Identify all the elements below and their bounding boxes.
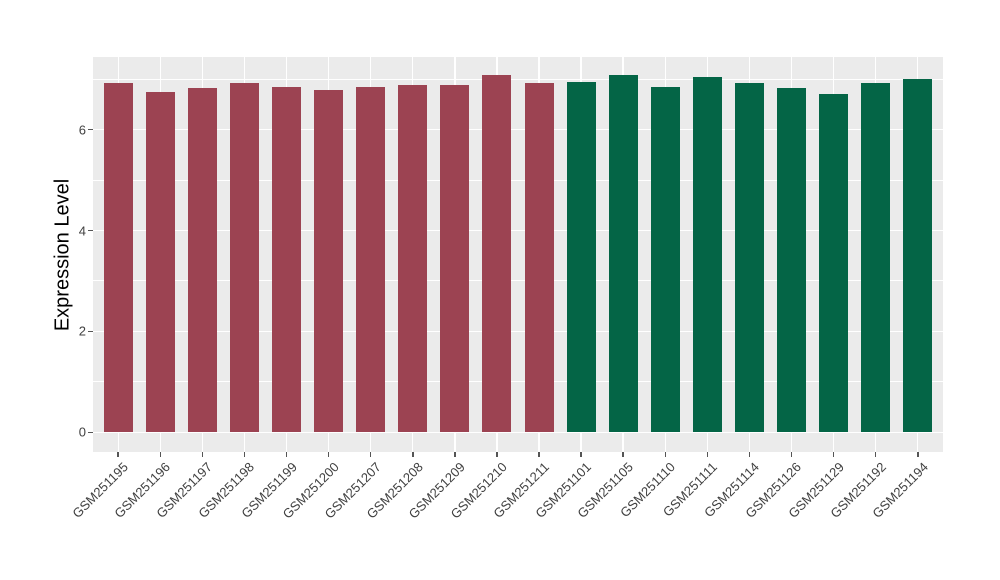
y-major-gridline (93, 431, 943, 434)
x-tick-mark (285, 452, 288, 457)
plot-panel (93, 57, 943, 452)
bar-GSM251195 (103, 82, 133, 433)
y-tick-mark (88, 229, 93, 232)
x-tick-mark (412, 452, 414, 457)
bar-GSM251208 (398, 84, 428, 433)
x-tick-mark (369, 452, 372, 457)
bar-GSM251111 (692, 77, 722, 433)
bar-GSM251209 (440, 84, 470, 433)
x-tick-mark (454, 452, 456, 457)
y-minor-gridline (93, 381, 943, 383)
x-tick-mark (243, 452, 246, 457)
y-minor-gridline (93, 179, 943, 181)
y-tick-mark (88, 128, 93, 131)
x-tick-mark (496, 452, 498, 457)
y-tick-mark (88, 330, 93, 333)
x-tick-mark (748, 452, 751, 457)
bar-GSM251101 (566, 81, 596, 433)
y-minor-gridline (93, 78, 943, 80)
x-tick-mark (159, 452, 162, 457)
y-major-gridline (93, 330, 943, 333)
bar-GSM251194 (903, 79, 933, 433)
bar-GSM251211 (524, 83, 554, 433)
x-tick-mark (327, 452, 330, 457)
bar-GSM251192 (861, 83, 891, 433)
x-tick-mark (917, 452, 919, 457)
x-tick-mark (201, 452, 204, 457)
bar-GSM251126 (777, 88, 806, 433)
x-tick-mark (538, 452, 540, 457)
y-tick-label: 4 (78, 223, 86, 239)
bar-GSM251105 (608, 75, 638, 433)
x-tick-mark (117, 452, 119, 457)
y-tick-mark (88, 431, 93, 434)
bar-GSM251198 (229, 83, 259, 433)
bar-GSM251200 (314, 89, 344, 433)
y-tick-label: 0 (78, 424, 86, 440)
bar-GSM251210 (482, 75, 512, 433)
x-tick-mark (622, 452, 624, 457)
bar-GSM251196 (145, 91, 175, 433)
y-major-gridline (93, 229, 943, 232)
x-tick-mark (790, 452, 793, 457)
x-tick-mark (580, 452, 582, 457)
bar-GSM251129 (819, 94, 849, 433)
y-tick-label: 2 (78, 323, 86, 339)
x-tick-mark (874, 452, 877, 457)
y-tick-label: 6 (78, 122, 86, 138)
bar-GSM251110 (650, 86, 680, 433)
y-axis-title: Expression Level (51, 178, 74, 332)
y-minor-gridline (93, 280, 943, 282)
bar-GSM251197 (187, 87, 217, 433)
x-tick-mark (664, 452, 667, 457)
bar-GSM251207 (356, 87, 386, 433)
bar-GSM251199 (272, 86, 302, 433)
x-tick-mark (706, 452, 709, 457)
bar-GSM251114 (734, 83, 764, 433)
x-tick-mark (832, 452, 835, 457)
y-major-gridline (93, 128, 943, 131)
